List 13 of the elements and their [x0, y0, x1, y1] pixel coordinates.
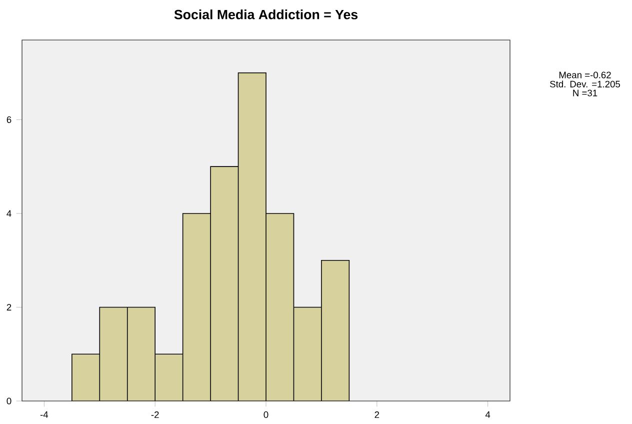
y-tick-label: 0: [6, 398, 12, 404]
text: Mean =-0.62: [559, 72, 611, 78]
x-tick-label: 0: [264, 411, 268, 418]
y-tick-label: 4: [6, 210, 12, 217]
text: N =31: [573, 90, 598, 96]
y-tick-label: 6: [6, 116, 12, 123]
x-tick-label: -2: [151, 411, 159, 418]
x-tick-label: -4: [40, 411, 48, 418]
x-tick-label: 4: [485, 411, 490, 418]
y-tick-label: 2: [6, 304, 12, 310]
text: Std. Dev. =1.205: [550, 80, 620, 88]
x-tick-label: 2: [374, 411, 380, 418]
chart-title: Social Media Addiction = Yes: [174, 10, 358, 20]
